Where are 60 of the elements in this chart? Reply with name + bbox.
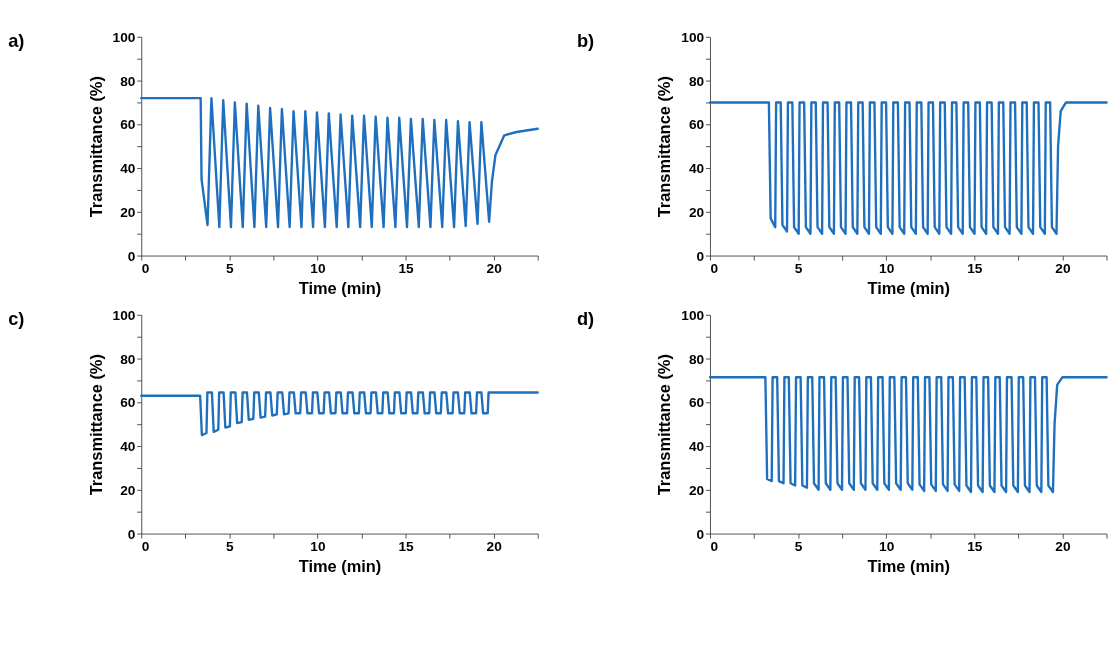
chart-title: a) bbox=[8, 30, 25, 51]
y-tick-label: 0 bbox=[127, 248, 136, 264]
x-axis-title: Time (min) bbox=[867, 279, 951, 298]
y-tick-label: 60 bbox=[688, 117, 705, 133]
y-axis-title: Transmittance (%) bbox=[86, 354, 105, 496]
y-tick-label: 0 bbox=[696, 526, 705, 542]
x-tick-label: 15 bbox=[398, 261, 415, 277]
x-tick-label: 5 bbox=[794, 261, 803, 277]
y-axis-title: Transmittance (%) bbox=[655, 76, 674, 218]
x-tick-label: 20 bbox=[486, 261, 503, 277]
y-tick-label: 20 bbox=[120, 482, 136, 498]
x-axis-title: Time (min) bbox=[867, 557, 951, 576]
chart-title: c) bbox=[8, 308, 25, 329]
y-tick-label: 80 bbox=[120, 73, 136, 89]
y-tick-label: 60 bbox=[120, 117, 136, 133]
x-tick-label: 10 bbox=[310, 261, 326, 277]
y-tick-label: 100 bbox=[112, 307, 136, 323]
y-axis-title: Transmittance (%) bbox=[655, 354, 674, 496]
x-tick-label: 20 bbox=[1055, 261, 1071, 277]
x-tick-label: 15 bbox=[398, 539, 415, 555]
y-tick-label: 40 bbox=[688, 439, 705, 455]
y-tick-label: 80 bbox=[688, 351, 705, 367]
y-axis-title: Transmittance (%) bbox=[86, 76, 105, 218]
y-tick-label: 20 bbox=[120, 204, 136, 220]
x-axis-title: Time (min) bbox=[298, 557, 382, 576]
x-tick-label: 0 bbox=[141, 261, 150, 277]
chart-title: b) bbox=[576, 30, 595, 51]
x-tick-label: 0 bbox=[710, 261, 719, 277]
x-tick-label: 5 bbox=[226, 261, 235, 277]
x-tick-label: 5 bbox=[226, 539, 235, 555]
y-tick-label: 40 bbox=[120, 161, 136, 177]
y-tick-label: 100 bbox=[681, 29, 705, 45]
x-tick-label: 20 bbox=[1055, 539, 1071, 555]
x-tick-label: 15 bbox=[967, 261, 983, 277]
x-tick-label: 15 bbox=[967, 539, 983, 555]
y-tick-label: 0 bbox=[127, 526, 136, 542]
y-tick-label: 20 bbox=[688, 204, 705, 220]
y-tick-label: 100 bbox=[681, 307, 705, 323]
y-tick-label: 20 bbox=[688, 482, 705, 498]
x-tick-label: 0 bbox=[710, 539, 719, 555]
x-tick-label: 20 bbox=[486, 539, 503, 555]
y-tick-label: 100 bbox=[112, 29, 136, 45]
y-tick-label: 40 bbox=[120, 439, 136, 455]
line-series bbox=[140, 96, 539, 229]
x-tick-label: 5 bbox=[794, 539, 803, 555]
line-series bbox=[708, 101, 1108, 235]
y-tick-label: 80 bbox=[120, 351, 136, 367]
y-tick-label: 0 bbox=[696, 248, 705, 264]
y-tick-label: 60 bbox=[688, 395, 705, 411]
chart-title: d) bbox=[576, 308, 595, 329]
x-tick-label: 0 bbox=[141, 539, 150, 555]
y-tick-label: 40 bbox=[688, 161, 705, 177]
y-tick-label: 60 bbox=[120, 395, 136, 411]
line-series bbox=[708, 376, 1108, 494]
x-tick-label: 10 bbox=[879, 539, 895, 555]
line-series bbox=[140, 391, 539, 437]
x-tick-label: 10 bbox=[310, 539, 326, 555]
x-tick-label: 10 bbox=[879, 261, 895, 277]
y-tick-label: 80 bbox=[688, 73, 705, 89]
x-axis-title: Time (min) bbox=[298, 279, 382, 298]
